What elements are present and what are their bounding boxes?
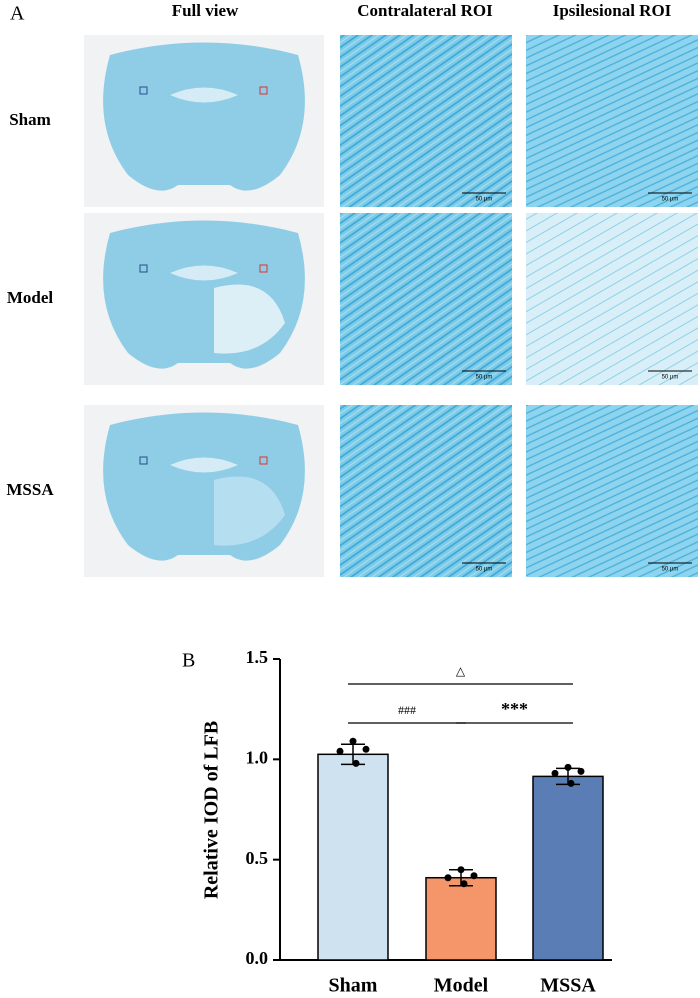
- column-header: Full view: [172, 1, 239, 20]
- y-tick-label: 0.0: [246, 948, 269, 968]
- roi-box: [139, 456, 148, 465]
- x-tick-label: Sham: [329, 975, 378, 997]
- significance-label: ***: [501, 699, 528, 719]
- roi-box: [259, 264, 268, 273]
- y-tick-label: 1.5: [246, 647, 269, 667]
- row-label: MSSA: [6, 480, 54, 499]
- scale-bar-label: 50 µm: [662, 567, 679, 573]
- panel-label: B: [182, 650, 195, 672]
- micrograph-grid: Sham 50 µm 50 µm Model 50 µm 50 µm MSSA 50 µm 50…: [6, 35, 698, 577]
- y-tick-label: 0.5: [246, 848, 269, 868]
- data-point: [564, 763, 572, 771]
- ventricle: [170, 265, 238, 281]
- row-label: Model: [7, 288, 54, 307]
- micrograph: [526, 213, 698, 385]
- data-point: [567, 779, 575, 787]
- roi-box: [139, 86, 148, 95]
- column-header: Contralateral ROI: [357, 1, 493, 20]
- data-point: [457, 866, 465, 874]
- x-tick-label: Model: [434, 975, 489, 997]
- micrograph: [526, 405, 698, 577]
- bar: [425, 876, 497, 961]
- brain-section: [103, 412, 305, 561]
- data-point: [362, 745, 370, 753]
- y-tick-label: 1.0: [246, 747, 269, 767]
- data-point: [551, 769, 559, 777]
- brain-section: [103, 42, 305, 191]
- row-label: Sham: [9, 110, 51, 129]
- significance-label: △: [456, 664, 466, 678]
- scale-bar-label: 50 µm: [476, 567, 493, 573]
- bar: [532, 775, 604, 961]
- micrograph: [526, 35, 698, 207]
- x-tick-label: MSSA: [540, 975, 596, 997]
- scale-bar-label: 50 µm: [476, 197, 493, 203]
- micrograph: [340, 213, 512, 385]
- data-point: [352, 759, 360, 767]
- scale-bar-label: 50 µm: [662, 375, 679, 381]
- roi-box: [259, 456, 268, 465]
- lesion: [214, 476, 285, 546]
- ventricle: [170, 457, 238, 473]
- bar: [317, 753, 389, 961]
- data-point: [577, 767, 585, 775]
- brain-section: [103, 220, 305, 369]
- lesion: [214, 284, 285, 354]
- micrograph: [340, 35, 512, 207]
- scale-bar-label: 50 µm: [476, 375, 493, 381]
- roi-box: [259, 86, 268, 95]
- data-point: [470, 872, 478, 880]
- roi-box: [139, 264, 148, 273]
- column-header: Ipsilesional ROI: [553, 1, 672, 20]
- y-axis-label: Relative IOD of LFB: [201, 721, 223, 899]
- data-point: [444, 874, 452, 882]
- significance-label: ###: [398, 703, 416, 717]
- panel-label: A: [10, 3, 25, 25]
- ventricle: [170, 87, 238, 103]
- bar-chart: B Relative IOD of LFB 0.0 0.5 1.0 1.5 Sham Mode…: [182, 647, 612, 997]
- scale-bar-label: 50 µm: [662, 197, 679, 203]
- data-point: [349, 737, 357, 745]
- data-point: [460, 880, 468, 888]
- micrograph: [340, 405, 512, 577]
- data-point: [336, 747, 344, 755]
